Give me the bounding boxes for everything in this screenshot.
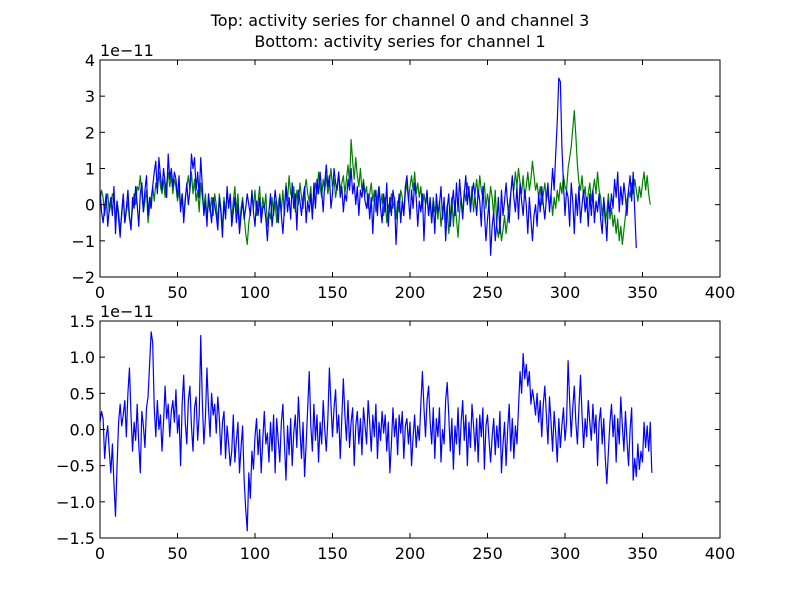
top-x-tick-label: 400 bbox=[705, 283, 736, 302]
top-x-tick-label: 250 bbox=[472, 283, 503, 302]
bottom-y-tick-label: 0.0 bbox=[70, 421, 95, 440]
bottom-series-1-line bbox=[100, 331, 653, 532]
top-x-tick-label: 150 bbox=[317, 283, 348, 302]
bottom-x-tick-label: 100 bbox=[240, 544, 271, 563]
top-y-tick-label: 1 bbox=[85, 160, 95, 179]
bottom-y-tick-label: −1.5 bbox=[56, 529, 95, 548]
top-y-tick-label: 4 bbox=[85, 51, 95, 70]
top-x-tick-label: 100 bbox=[240, 283, 271, 302]
top-y-tick-label: 0 bbox=[85, 196, 95, 215]
top-x-tick-label: 0 bbox=[95, 283, 105, 302]
bottom-x-tick-label: 400 bbox=[705, 544, 736, 563]
top-y-tick-label: 3 bbox=[85, 87, 95, 106]
bottom-x-tick-label: 150 bbox=[317, 544, 348, 563]
bottom-x-tick-label: 350 bbox=[627, 544, 658, 563]
top-x-tick-label: 50 bbox=[167, 283, 187, 302]
bottom-x-tick-label: 250 bbox=[472, 544, 503, 563]
top-y-tick-label: −1 bbox=[71, 232, 95, 251]
top-x-tick-label: 300 bbox=[550, 283, 581, 302]
top-y-offset-label: 1e−11 bbox=[100, 41, 154, 60]
bottom-subplot: 0 50 100 150 200 250 300 350 400 −1.5 −1.0 −0.5 0.0 0… bbox=[56, 302, 735, 563]
bottom-y-tick-label: −0.5 bbox=[56, 457, 95, 476]
bottom-x-tick-label: 50 bbox=[167, 544, 187, 563]
bottom-y-tick-label: 1.0 bbox=[70, 348, 95, 367]
bottom-y-tick-label: 0.5 bbox=[70, 384, 95, 403]
bottom-y-tick-label: 1.5 bbox=[70, 312, 95, 331]
top-x-tick-label: 350 bbox=[627, 283, 658, 302]
bottom-y-tick-label: −1.0 bbox=[56, 493, 95, 512]
bottom-x-tick-label: 300 bbox=[550, 544, 581, 563]
bottom-y-offset-label: 1e−11 bbox=[100, 302, 154, 321]
top-y-tick-label: 2 bbox=[85, 123, 95, 142]
figure-title-line-2: Bottom: activity series for channel 1 bbox=[254, 32, 545, 51]
bottom-x-tick-label: 200 bbox=[395, 544, 426, 563]
bottom-x-tick-label: 0 bbox=[95, 544, 105, 563]
top-subplot: 0 50 100 150 200 250 300 350 400 −2 −1 0 1 2 3 4 1e−11 bbox=[71, 41, 735, 302]
top-x-tick-label: 200 bbox=[395, 283, 426, 302]
top-series-1-line bbox=[100, 77, 637, 256]
top-series-2-line bbox=[100, 110, 651, 246]
top-y-tick-label: −2 bbox=[71, 268, 95, 287]
figure-title-line-1: Top: activity series for channel 0 and c… bbox=[210, 11, 590, 30]
